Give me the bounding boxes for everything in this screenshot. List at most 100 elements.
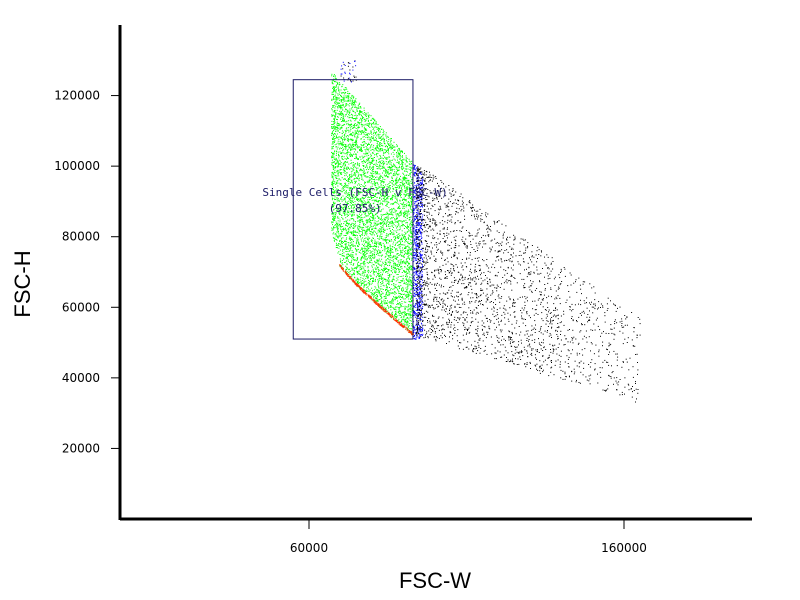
scatter-point-green — [362, 197, 364, 199]
scatter-point-green — [402, 181, 404, 183]
scatter-point-green — [357, 177, 359, 179]
scatter-point-green — [350, 102, 352, 104]
scatter-point-green — [349, 178, 351, 180]
scatter-point-green — [368, 133, 370, 135]
scatter-point-green — [410, 176, 411, 178]
scatter-point-green — [331, 98, 333, 100]
scatter-point-green — [410, 279, 412, 281]
scatter-point-green — [385, 240, 387, 242]
scatter-point-green — [366, 258, 368, 260]
scatter-point-green — [345, 108, 347, 110]
scatter-point-green — [411, 248, 413, 250]
scatter-point-green — [383, 306, 385, 308]
scatter-point-green — [401, 161, 403, 163]
scatter-point-green — [388, 265, 390, 266]
scatter-point-green — [366, 134, 368, 136]
scatter-point-green — [332, 139, 333, 140]
scatter-point-green — [410, 204, 412, 206]
scatter-point-green — [378, 249, 380, 251]
scatter-point-green — [381, 233, 383, 235]
scatter-point-green — [333, 192, 334, 194]
scatter-point-green — [401, 312, 403, 314]
scatter-point-green — [351, 154, 353, 155]
scatter-point-green — [368, 255, 370, 257]
scatter-point-green — [411, 314, 413, 316]
scatter-point-green — [332, 106, 334, 108]
scatter-point-green — [386, 197, 388, 199]
scatter-point-green — [332, 183, 334, 184]
scatter-point-green — [340, 166, 342, 168]
scatter-point-green — [385, 223, 387, 225]
scatter-point-green — [342, 102, 344, 104]
scatter-point-green — [389, 273, 390, 275]
scatter-point-green — [373, 248, 375, 250]
scatter-point-green — [346, 196, 348, 198]
scatter-point-green — [408, 235, 410, 237]
scatter-point-green — [340, 144, 342, 146]
scatter-point-green — [395, 271, 397, 273]
scatter-point-green — [331, 128, 333, 129]
scatter-point-green — [348, 194, 350, 196]
scatter-point-green — [367, 244, 368, 246]
scatter-point-green — [387, 215, 389, 217]
scatter-point-green — [392, 301, 394, 303]
scatter-point-green — [384, 179, 386, 181]
scatter-point-green — [399, 287, 400, 289]
scatter-point-green — [407, 184, 409, 185]
scatter-point-green — [383, 141, 385, 143]
scatter-point-green — [364, 247, 366, 249]
scatter-point-green — [376, 135, 378, 137]
scatter-point-green — [348, 260, 350, 262]
scatter-point-green — [344, 119, 345, 121]
scatter-point-green — [368, 229, 370, 231]
scatter-point-green — [334, 89, 336, 91]
scatter-point-green — [353, 231, 355, 233]
scatter-point-green — [343, 211, 345, 213]
scatter-point-green — [381, 269, 383, 271]
scatter-point-green — [355, 208, 357, 210]
scatter-point-green — [360, 265, 362, 267]
scatter-point-green — [405, 181, 407, 183]
scatter-point-green — [358, 230, 360, 232]
scatter-point-green — [363, 172, 365, 174]
scatter-point-green — [338, 157, 340, 159]
scatter-point-green — [365, 289, 367, 291]
scatter-point-green — [406, 261, 408, 263]
scatter-point-green — [367, 239, 369, 241]
scatter-point-green — [331, 184, 333, 185]
scatter-point-green — [346, 172, 348, 173]
scatter-point-green — [359, 156, 361, 158]
scatter-point-green — [376, 291, 378, 293]
scatter-point-green — [335, 81, 337, 83]
scatter-point-green — [338, 138, 340, 140]
scatter-point-green — [383, 182, 384, 184]
scatter-point-green — [391, 222, 393, 224]
scatter-point-green — [408, 281, 410, 283]
scatter-point-green — [397, 236, 398, 238]
scatter-point-green — [357, 229, 359, 231]
scatter-point-green — [374, 222, 376, 224]
scatter-point-green — [391, 223, 393, 225]
scatter-point-green — [387, 166, 389, 168]
scatter-point-green — [380, 202, 382, 204]
scatter-point-green — [370, 292, 372, 293]
scatter-point-green — [373, 214, 375, 216]
scatter-point-green — [340, 108, 342, 110]
scatter-point-green — [397, 245, 399, 246]
scatter-point-green — [347, 233, 349, 235]
scatter-point-green — [362, 217, 364, 219]
scatter-point-green — [372, 294, 374, 296]
scatter-point-green — [349, 249, 351, 251]
scatter-point-green — [375, 223, 377, 225]
scatter-point-green — [371, 185, 373, 187]
scatter-point-green — [410, 252, 412, 254]
scatter-point-green — [356, 177, 358, 179]
scatter-point-green — [369, 259, 371, 261]
scatter-point-green — [395, 201, 397, 203]
scatter-point-green — [365, 116, 367, 117]
scatter-point-green — [346, 111, 348, 113]
scatter-point-green — [356, 272, 358, 273]
scatter-point-green — [388, 283, 389, 285]
scatter-point-green — [346, 162, 348, 163]
scatter-point-green — [400, 159, 402, 161]
